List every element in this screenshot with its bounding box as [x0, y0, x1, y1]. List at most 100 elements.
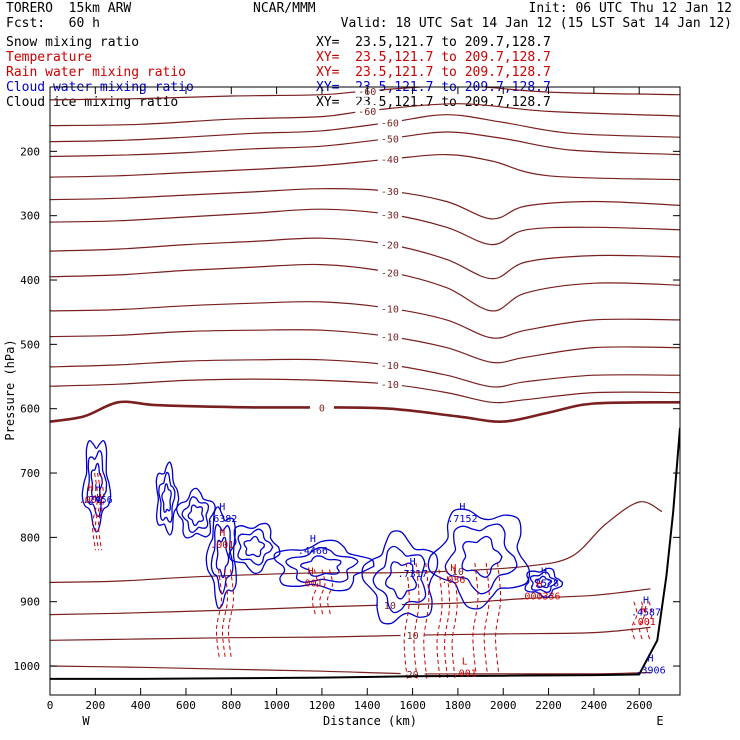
- y-tick-label: 400: [20, 274, 40, 287]
- rain-water-contour: [413, 563, 420, 679]
- cloud-water-contour: [237, 528, 274, 566]
- cloud-water-contour: [81, 440, 112, 533]
- cloud-water-contour: [86, 450, 108, 518]
- rain-water-contour: [215, 569, 223, 660]
- cloud-water-contour: [243, 535, 265, 558]
- rain-water-contour: [221, 569, 229, 660]
- x-tick-label: 1200: [309, 699, 336, 712]
- extremum-symbol: H: [541, 566, 547, 577]
- extremum-symbol: H: [219, 528, 225, 539]
- extremum-value: .6382: [207, 514, 237, 525]
- cloud-water-contour: [155, 461, 180, 536]
- cloud-water-contour: [300, 555, 342, 577]
- temperature-isotherm: [50, 263, 680, 312]
- cloud-water-contour: [158, 471, 176, 523]
- y-tick-label: 300: [20, 210, 40, 223]
- cloud-water-contour: [427, 508, 531, 610]
- temperature-isotherm: [50, 400, 680, 423]
- x-tick-label: 1000: [263, 699, 290, 712]
- x-tick-label: 2400: [581, 699, 608, 712]
- isotherm-label: -10: [381, 361, 399, 372]
- field-name-temperature: Temperature: [6, 50, 93, 65]
- extremum-symbol: H: [459, 502, 465, 513]
- y-tick-label: 500: [20, 338, 40, 351]
- isotherm-label-bg: [377, 266, 402, 279]
- extremum-symbol: H: [643, 595, 649, 606]
- temperature-isotherm: [50, 114, 680, 143]
- isotherm-label: -60: [358, 107, 376, 118]
- temperature-isotherm: [50, 153, 680, 181]
- isotherm-label: 10: [407, 631, 419, 642]
- extremum-symbol: H: [88, 483, 94, 494]
- isotherm-label-bg: [377, 378, 402, 391]
- extremum-value: .7317: [398, 569, 428, 580]
- x-tick-label: 2200: [535, 699, 562, 712]
- temperature-isotherm: [50, 188, 680, 220]
- isotherm-label: -50: [381, 134, 399, 145]
- extremum-symbol: H: [641, 605, 647, 616]
- isotherm-label: -30: [381, 187, 399, 198]
- rain-water-contour: [95, 472, 102, 551]
- cloud-water-contour: [181, 496, 210, 534]
- rain-water-contour: [472, 563, 479, 673]
- temperature-isotherm: [50, 131, 680, 158]
- extremum-value: .001: [210, 540, 234, 551]
- isotherm-label: -30: [381, 210, 399, 221]
- model-title: TORERO 15km ARW: [6, 1, 132, 16]
- isotherm-label-bg: [377, 238, 402, 251]
- field-name-snow: Snow mixing ratio: [6, 35, 140, 50]
- isotherm-label: -20: [381, 241, 399, 252]
- extremum-value: .002: [79, 495, 103, 506]
- rain-water-contour: [483, 563, 490, 673]
- cloud-water-contour: [228, 522, 281, 574]
- extremum-value: .3906: [635, 665, 665, 676]
- temperature-isotherm: [50, 237, 680, 280]
- x-end-label-east: E: [656, 714, 663, 728]
- temperature-isotherm: [50, 301, 680, 339]
- extremum-symbol: H: [450, 563, 456, 574]
- field-xy-snow: XY= 23.5,121.7 to 209.7,128.7: [316, 35, 551, 50]
- init-time: Init: 06 UTC Thu 12 Jan 12: [528, 1, 733, 16]
- rain-water-contour: [451, 569, 458, 679]
- temperature-isotherm: [50, 588, 651, 616]
- cloud-water-contour: [444, 523, 518, 595]
- extremum-value: .4466: [298, 546, 328, 557]
- cloud-water-contour: [529, 571, 558, 593]
- terrain-line: [50, 427, 680, 680]
- isotherm-label-bg: [309, 401, 334, 414]
- cloud-water-contour: [205, 506, 237, 609]
- isotherm-label: -10: [381, 380, 399, 391]
- rain-water-contour: [98, 472, 105, 551]
- extremum-value: .000336: [518, 591, 560, 602]
- cloud-water-contour: [534, 575, 552, 589]
- isotherm-label-bg: [355, 104, 380, 117]
- isotherm-label: -10: [381, 333, 399, 344]
- y-tick-label: 600: [20, 403, 40, 416]
- cloud-water-contour: [161, 483, 172, 513]
- y-tick-label: 200: [20, 145, 40, 158]
- extremum-value: .2528: [529, 578, 559, 589]
- field-xy-temperature: XY= 23.5,121.7 to 209.7,128.7: [316, 50, 551, 65]
- plot-content: -60-60-60-50-40-30-30-20-20-10-10-10-100…: [50, 87, 680, 681]
- isotherm-label: 20: [407, 670, 419, 681]
- x-tick-label: 800: [221, 699, 241, 712]
- cloud-water-contour: [273, 539, 375, 592]
- y-tick-label: 800: [20, 531, 40, 544]
- temperature-isotherm: [50, 208, 680, 246]
- cloud-water-contour: [524, 567, 564, 598]
- cloud-water-contour: [361, 530, 439, 625]
- rain-water-contour: [423, 563, 430, 679]
- extremum-symbol: H: [219, 502, 225, 513]
- isotherm-label: 0: [319, 403, 325, 414]
- x-tick-label: 400: [131, 699, 151, 712]
- forecast-hour: Fcst: 60 h: [6, 16, 100, 31]
- isotherm-label-bg: [377, 302, 402, 315]
- x-tick-label: 600: [176, 699, 196, 712]
- temperature-isotherm: [50, 103, 680, 127]
- x-tick-label: 2000: [490, 699, 517, 712]
- isotherm-label-bg: [377, 330, 402, 343]
- extremum-value: .7152: [447, 514, 477, 525]
- x-tick-label: 2600: [626, 699, 653, 712]
- extremum-value: .4587: [631, 607, 661, 618]
- extremum-symbol: H: [310, 534, 316, 545]
